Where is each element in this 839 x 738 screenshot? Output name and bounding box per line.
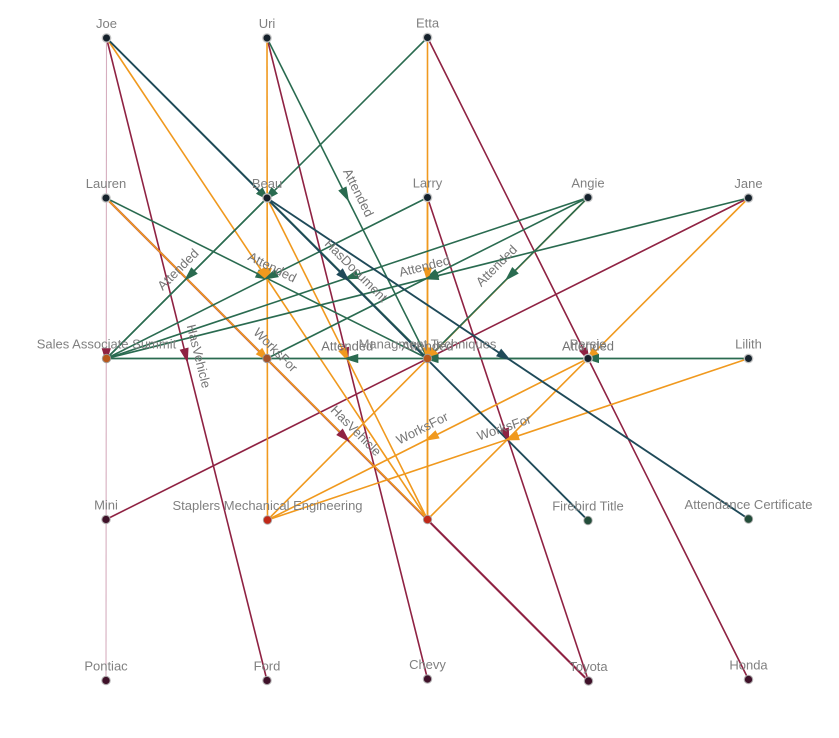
svg-text:Attended: Attended: [401, 339, 453, 354]
svg-text:Attended: Attended: [562, 339, 614, 354]
svg-text:Toyota: Toyota: [569, 659, 608, 674]
svg-text:Managment Techniques: Managment Techniques: [359, 337, 497, 352]
svg-text:Mini: Mini: [94, 498, 118, 513]
svg-text:Staplers Mechanical Engineerin: Staplers Mechanical Engineering: [172, 498, 362, 513]
svg-text:Chevy: Chevy: [409, 657, 446, 672]
svg-text:Angie: Angie: [571, 176, 604, 191]
svg-text:Beau: Beau: [252, 176, 282, 191]
svg-text:Lilith: Lilith: [735, 337, 762, 352]
svg-text:Larry: Larry: [413, 176, 443, 191]
svg-text:Persie: Persie: [570, 337, 607, 352]
svg-text:Firebird Title: Firebird Title: [552, 499, 624, 514]
svg-text:Pontiac: Pontiac: [84, 659, 128, 674]
svg-text:Joe: Joe: [96, 16, 117, 31]
svg-text:Lauren: Lauren: [86, 176, 126, 191]
svg-text:Sales Associate Summit: Sales Associate Summit: [37, 337, 177, 352]
svg-text:Honda: Honda: [729, 658, 768, 673]
svg-text:Attended: Attended: [321, 339, 373, 354]
svg-text:Etta: Etta: [416, 16, 440, 31]
svg-text:Jane: Jane: [734, 176, 762, 191]
svg-text:Uri: Uri: [259, 16, 276, 31]
svg-text:Ford: Ford: [254, 659, 281, 674]
svg-text:Attendance Certificate: Attendance Certificate: [685, 497, 813, 512]
